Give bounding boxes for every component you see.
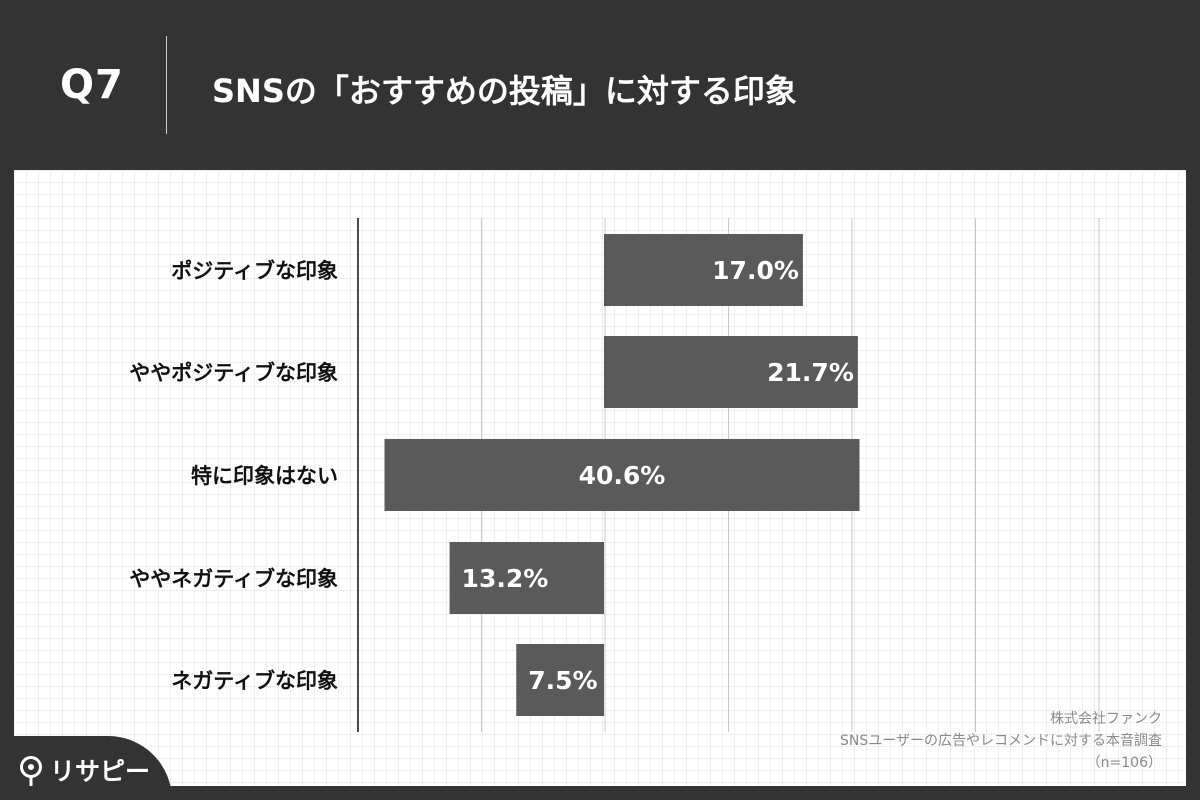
category-label: ややネガティブな印象: [129, 567, 338, 591]
value-label: 21.7%: [767, 358, 854, 387]
value-labels: 17.0% 21.7% 40.6% 13.2% 7.5%: [462, 256, 854, 695]
bars: [384, 234, 860, 716]
category-label: 特に印象はない: [191, 464, 338, 488]
chart-title: SNSの「おすすめの投稿」に対する印象: [212, 72, 797, 110]
bar-chart: ポジティブな印象ややポジティブな印象特に印象はないややネガティブな印象ネガティブ…: [129, 218, 1100, 732]
category-labels: ポジティブな印象ややポジティブな印象特に印象はないややネガティブな印象ネガティブ…: [129, 259, 338, 693]
source-sample-size: （n=106）: [1086, 755, 1162, 771]
chart-panel: ポジティブな印象ややポジティブな印象特に印象はないややネガティブな印象ネガティブ…: [14, 170, 1186, 786]
header-divider: [166, 36, 167, 134]
pin-icon: [20, 756, 42, 786]
bar: [449, 542, 604, 614]
source-company: 株式会社ファンク: [1050, 711, 1162, 727]
bar: [384, 439, 860, 511]
bar: [604, 234, 803, 306]
bar: [516, 644, 604, 716]
source-note: 株式会社ファンク SNSユーザーの広告やレコメンドに対する本音調査 （n=106…: [840, 708, 1162, 774]
value-label: 13.2%: [462, 564, 549, 593]
header: Q7 SNSの「おすすめの投稿」に対する印象: [0, 0, 1200, 170]
category-label: ネガティブな印象: [171, 669, 338, 693]
brand-logo: リサピー: [0, 736, 172, 800]
category-label: ポジティブな印象: [171, 259, 338, 283]
bar: [604, 336, 858, 408]
question-number: Q7: [60, 62, 124, 108]
category-label: ややポジティブな印象: [129, 361, 338, 385]
value-label: 17.0%: [712, 256, 799, 285]
value-label: 7.5%: [528, 666, 597, 695]
source-survey: SNSユーザーの広告やレコメンドに対する本音調査: [840, 733, 1162, 749]
value-label: 40.6%: [579, 461, 666, 490]
brand-name: リサピー: [50, 757, 151, 786]
